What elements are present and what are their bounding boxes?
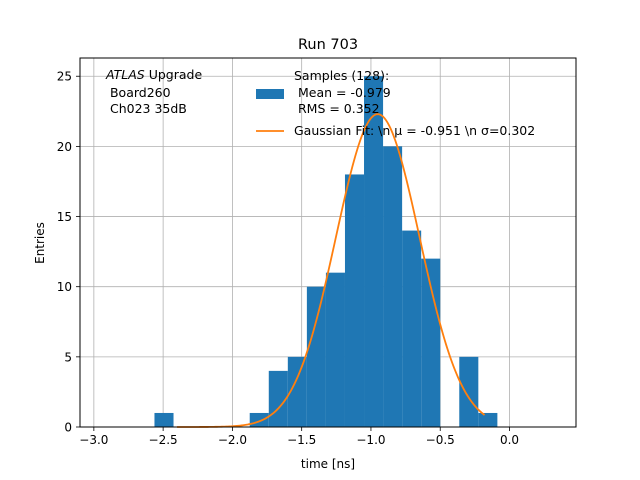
y-tick-label: 10	[57, 280, 72, 294]
histogram-bar	[478, 412, 498, 427]
legend-histogram-line-2: Mean = -0.979	[294, 85, 391, 100]
histogram-bars	[154, 76, 498, 428]
histogram-bar	[306, 286, 326, 427]
legend-histogram-line-1: Samples (128):	[294, 68, 389, 83]
fit-curve-group	[176, 113, 486, 428]
y-axis-label: Entries	[33, 222, 47, 264]
histogram-bar	[344, 174, 365, 427]
x-tick-label: −3.0	[79, 433, 108, 447]
x-tick-label: −1.5	[287, 433, 316, 447]
y-tick-label: 20	[57, 140, 72, 154]
y-tick-label: 0	[64, 421, 72, 435]
legend-swatch-histogram	[256, 89, 284, 99]
legend-histogram-line-3: RMS = 0.352	[294, 101, 380, 116]
histogram-bar	[383, 146, 403, 427]
x-tick-label: −0.5	[426, 433, 455, 447]
atlas-annotation: ATLAS Upgrade Board260 Ch023 35dB	[105, 67, 202, 116]
histogram-bar	[402, 230, 422, 427]
legend: Samples (128): Mean = -0.979 RMS = 0.352…	[256, 68, 535, 138]
legend-label-fit: Gaussian Fit: \n μ = -0.951 \n σ=0.302	[294, 123, 535, 138]
y-tick-label: 15	[57, 210, 72, 224]
y-tick-label: 25	[57, 70, 72, 84]
gaussian-fit-curve	[176, 113, 486, 428]
annotation-atlas: ATLAS	[105, 67, 145, 82]
histogram-bar	[421, 258, 441, 427]
annotation-line-2: Board260	[106, 85, 171, 100]
x-tick-label: −1.0	[356, 433, 385, 447]
legend-label-histogram: Samples (128): Mean = -0.979 RMS = 0.352	[294, 68, 391, 116]
annotation-line-3: Ch023 35dB	[106, 101, 187, 116]
annotation-upgrade: Upgrade	[145, 67, 203, 82]
histogram-bar	[325, 272, 345, 427]
histogram-bar	[287, 356, 307, 427]
histogram-bar	[249, 412, 269, 427]
axis-ticks: −3.0 −2.5 −2.0 −1.5 −1.0 −0.5 0.0 0 5 10 15 20 25	[57, 70, 519, 447]
x-axis-label: time [ns]	[301, 457, 355, 471]
plot-frame	[79, 57, 577, 428]
chart-title: Run 703	[298, 37, 358, 53]
y-tick-label: 5	[64, 350, 72, 364]
histogram-bar	[459, 356, 479, 427]
annotation-line-1: ATLAS Upgrade	[105, 67, 202, 82]
histogram-bar	[364, 76, 384, 428]
histogram-bar	[154, 412, 174, 427]
x-tick-label: −2.0	[218, 433, 247, 447]
x-tick-label: −2.5	[149, 433, 178, 447]
x-tick-label: 0.0	[500, 433, 519, 447]
